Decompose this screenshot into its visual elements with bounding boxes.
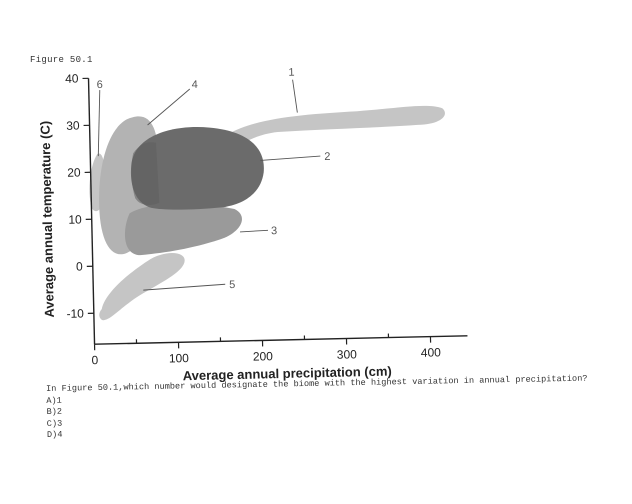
x-tick-label-200: 200 [253,349,274,363]
x-tick-label-300: 300 [337,347,358,361]
callout-5: 5 [229,279,235,291]
y-tick-label-20: 20 [67,166,81,180]
x-tick-label-0: 0 [91,353,98,367]
y-ticks [82,77,94,314]
biome-region-1 [219,105,445,152]
x-ticks [93,333,432,351]
x-tick-label-100: 100 [169,351,190,365]
leader-6 [97,90,101,157]
y-axis-title: Average annual temperature (C) [37,121,56,318]
x-axis-title: Average annual precipitation (cm) [183,364,392,384]
callout-6: 6 [97,79,103,91]
callout-4: 4 [192,79,198,91]
y-tick-labels: 40 30 20 10 0 -10 [65,72,84,321]
leader-5 [143,283,226,291]
callout-labels: 1 2 3 4 5 6 [97,67,331,292]
biome-region-3 [124,203,242,256]
leader-lines [97,79,321,291]
y-tick-label-0: 0 [76,259,83,273]
leader-3 [240,229,269,233]
x-axis-line [94,335,468,345]
y-tick-label-10: 10 [68,212,82,226]
y-tick-label-30: 30 [66,119,80,133]
callout-1: 1 [288,67,294,79]
y-tick-label-m10: -10 [66,306,84,320]
callout-3: 3 [271,225,277,237]
biome-region-2 [130,127,264,210]
x-tick-labels: 0 100 200 300 400 [91,345,441,367]
leader-4 [147,88,191,126]
x-tick-label-400: 400 [421,345,442,359]
leader-1 [292,79,298,113]
question-block: In Figure 50.1,which number would design… [46,373,617,441]
leader-2 [260,155,321,161]
figure-label: Figure 50.1 [30,55,93,65]
overlap-shading [131,142,160,205]
biome-region-5 [99,253,185,321]
y-tick-label-40: 40 [65,72,79,86]
y-axis-line [87,78,96,345]
callout-2: 2 [324,151,330,163]
